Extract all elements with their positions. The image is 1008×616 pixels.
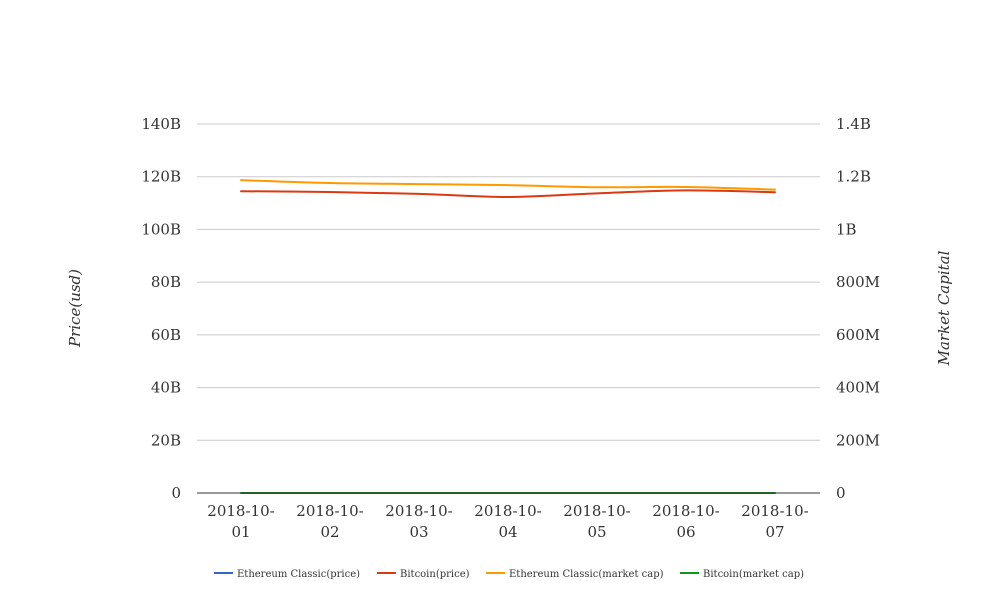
- left-tick-label: 60B: [151, 326, 181, 344]
- right-tick-label: 400M: [836, 379, 880, 397]
- right-tick-label: 0: [836, 484, 846, 502]
- left-tick-label: 140B: [141, 115, 181, 133]
- x-axis-ticks: 2018-10-01 2018-10-02 2018-10-03 2018-10-04…: [207, 502, 808, 541]
- right-tick-label: 1.4B: [836, 115, 871, 133]
- x-tick-label: 2018-10-07: [741, 502, 808, 541]
- legend-label: Ethereum Classic(market cap): [509, 569, 664, 580]
- x-tick-label: 2018-10-03: [385, 502, 452, 541]
- left-tick-label: 80B: [151, 273, 181, 291]
- x-tick-label: 2018-10-05: [563, 502, 630, 541]
- series-line-2: [240, 189, 776, 199]
- right-tick-label: 200M: [836, 431, 880, 449]
- x-tick-label: 2018-10-04: [474, 502, 541, 541]
- left-y-axis-ticks: 0 20B 40B 60B 80B 100B 120B 140B: [141, 115, 181, 502]
- left-tick-label: 120B: [141, 168, 181, 186]
- right-tick-label: 1B: [836, 220, 857, 238]
- left-tick-label: 20B: [151, 431, 181, 449]
- legend-label: Ethereum Classic(price): [237, 569, 360, 580]
- legend-label: Bitcoin(market cap): [703, 569, 804, 580]
- right-tick-label: 800M: [836, 273, 880, 291]
- right-y-axis-ticks: 0 200M 400M 600M 800M 1B 1.2B 1.4B: [836, 115, 880, 502]
- left-tick-label: 0: [171, 484, 181, 502]
- series-line-3: [240, 179, 776, 191]
- gridlines: [197, 123, 820, 441]
- right-tick-label: 1.2B: [836, 168, 871, 186]
- right-axis-title: Market Capital: [935, 250, 953, 366]
- x-tick-label: 2018-10-01: [207, 502, 274, 541]
- x-tick-label: 2018-10-02: [296, 502, 363, 541]
- left-tick-label: 40B: [151, 379, 181, 397]
- left-tick-label: 100B: [141, 220, 181, 238]
- x-tick-label: 2018-10-06: [652, 502, 719, 541]
- legend: Ethereum Classic(price) Bitcoin(price) Eth…: [214, 569, 804, 580]
- legend-label: Bitcoin(price): [400, 569, 470, 580]
- left-axis-title: Price(usd): [66, 269, 84, 348]
- series-lines: [240, 179, 776, 495]
- right-tick-label: 600M: [836, 326, 880, 344]
